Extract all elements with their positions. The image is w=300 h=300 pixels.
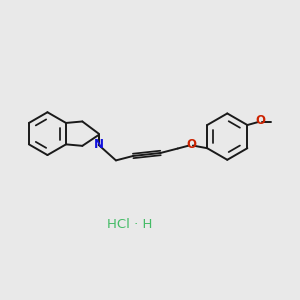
Text: HCl · H: HCl · H [106, 218, 152, 231]
Text: O: O [186, 138, 196, 151]
Text: O: O [255, 114, 265, 128]
Text: N: N [94, 138, 104, 152]
